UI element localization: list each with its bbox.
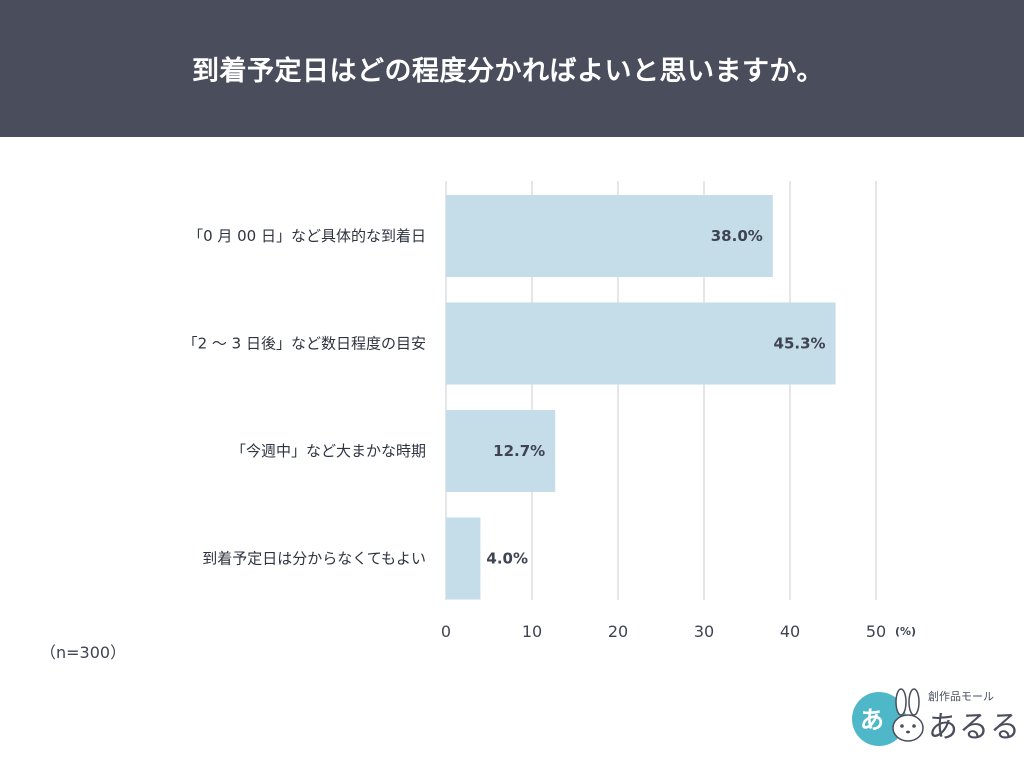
x-tick-label: 20: [608, 622, 628, 641]
bar-value-label: 12.7%: [493, 442, 545, 460]
x-tick-label: 0: [441, 622, 451, 641]
bar-value-label: 45.3%: [774, 335, 826, 353]
brand-logo: あ 創作品モール あるる: [852, 686, 1020, 748]
category-label: 「0 月 00 日」など具体的な到着日: [188, 227, 426, 245]
bar-2: [446, 302, 836, 385]
logo-subtitle: 創作品モール: [928, 690, 994, 703]
bar-1: [446, 195, 773, 277]
logo-badge-text: あ: [860, 706, 884, 734]
sample-size-note: （n=300）: [40, 643, 127, 662]
rabbit-icon: [892, 688, 924, 742]
logo-wordmark: あるる: [928, 710, 1021, 745]
page-title: 到着予定日はどの程度分かればよいと思いますか。: [192, 56, 824, 87]
category-label: 到着予定日は分からなくてもよい: [202, 550, 426, 568]
x-axis: 0 10 20 30 40 50 (%): [441, 622, 916, 641]
x-unit-label: (%): [895, 625, 916, 638]
bar-4: [446, 517, 481, 600]
category-label: 「2 ～ 3 日後」など数日程度の目安: [183, 335, 426, 353]
bar-3: [446, 410, 556, 492]
x-tick-label: 30: [694, 622, 714, 641]
bar-chart: 38.0% 45.3% 12.7% 4.0% 0 10 20 30 40 50 (%) 「0 月 …: [183, 181, 916, 641]
x-tick-label: 10: [522, 622, 542, 641]
bar-value-label: 4.0%: [486, 550, 528, 568]
x-tick-label: 50: [866, 622, 886, 641]
category-label: 「今週中」など大まかな時期: [231, 442, 426, 460]
bar-value-label: 38.0%: [711, 227, 763, 245]
bars: 38.0% 45.3% 12.7% 4.0%: [446, 195, 836, 600]
title-banner: 到着予定日はどの程度分かればよいと思いますか。: [0, 0, 1024, 137]
category-labels: 「0 月 00 日」など具体的な到着日「2 ～ 3 日後」など数日程度の目安「今…: [183, 227, 426, 568]
x-tick-label: 40: [780, 622, 800, 641]
